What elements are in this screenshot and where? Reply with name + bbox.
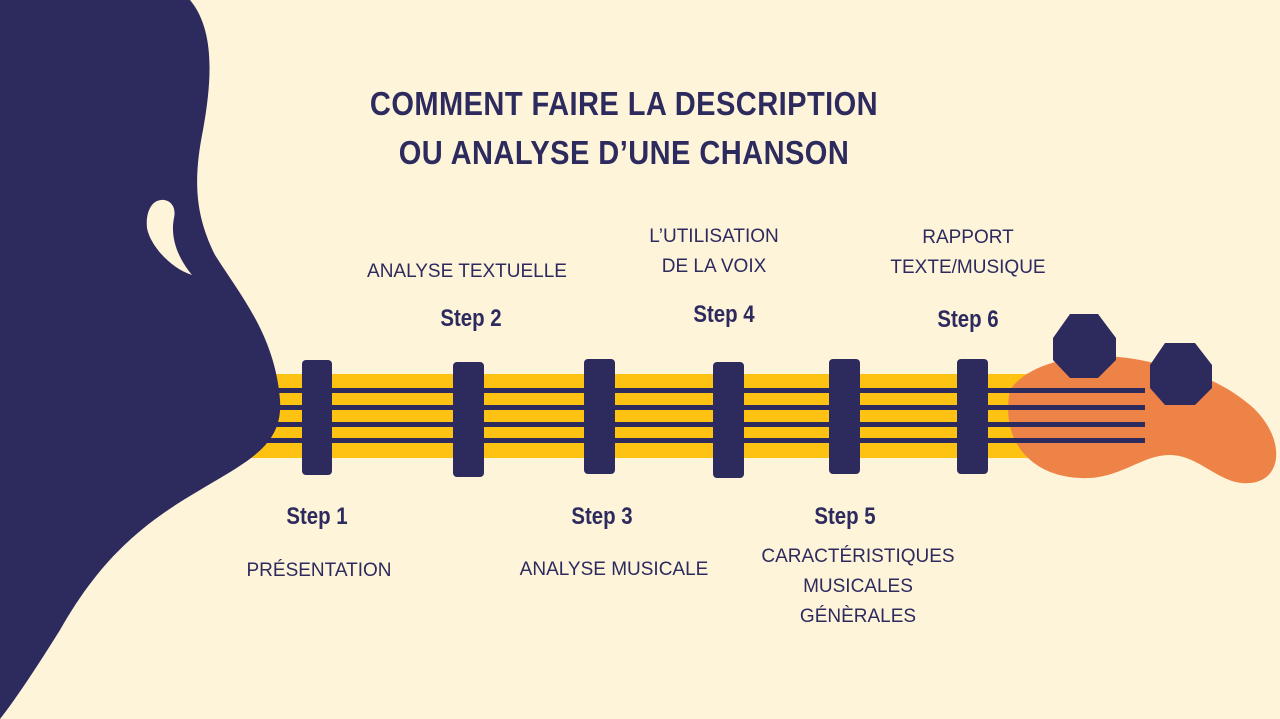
step-3-description: ANALYSE MUSICALE [519, 559, 709, 580]
guitar-body [0, 0, 281, 719]
step-2-label: Step 2 [440, 305, 502, 332]
step-1-description: PRÉSENTATION [246, 560, 392, 581]
frets [302, 359, 988, 478]
step-6-description: RAPPORT TEXTE/MUSIQUE [890, 227, 1046, 278]
tuning-peg [1053, 314, 1116, 378]
sound-hole-accent [146, 199, 192, 275]
step-2-description: ANALYSE TEXTUELLE [367, 261, 567, 282]
title-line-2: OU ANALYSE D’UNE CHANSON [398, 134, 850, 171]
guitar-headstock [1008, 356, 1277, 484]
step-3-label: Step 3 [571, 503, 633, 530]
step-6-label: Step 6 [937, 306, 999, 333]
step-4-label: Step 4 [693, 301, 755, 328]
title-line-1: COMMENT FAIRE LA DESCRIPTION [369, 85, 879, 122]
page-title: COMMENT FAIRE LA DESCRIPTION OU ANALYSE … [360, 79, 888, 177]
step-4-description: L’UTILISATION DE LA VOIX [649, 226, 779, 277]
step-5-description: CARACTÉRISTIQUES MUSICALES GÉNÈRALES [761, 546, 955, 627]
fretboard [240, 374, 1040, 458]
step-1-label: Step 1 [286, 503, 348, 530]
tuning-peg [1150, 343, 1212, 405]
strings [240, 388, 1145, 443]
step-5-label: Step 5 [814, 503, 876, 530]
